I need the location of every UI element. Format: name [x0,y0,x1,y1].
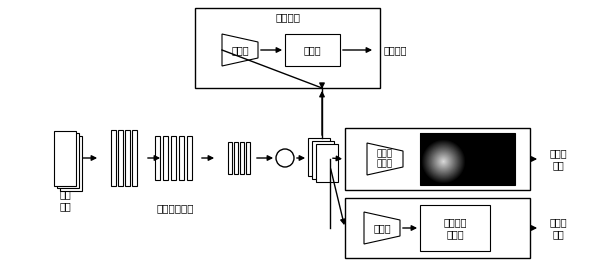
Text: ⊗: ⊗ [280,152,290,164]
FancyBboxPatch shape [228,142,232,174]
Text: 域判别: 域判别 [231,45,249,55]
Polygon shape [222,34,258,66]
FancyBboxPatch shape [132,130,137,186]
FancyBboxPatch shape [345,198,530,258]
Text: 数据域: 数据域 [304,45,321,55]
Circle shape [276,149,294,167]
Polygon shape [367,143,403,175]
Text: 分类器: 分类器 [373,223,391,233]
Text: 图像
样本: 图像 样本 [59,189,71,211]
FancyBboxPatch shape [420,133,515,185]
FancyBboxPatch shape [171,136,176,180]
FancyBboxPatch shape [57,133,79,188]
FancyBboxPatch shape [125,130,130,186]
Text: 深度估
计网络: 深度估 计网络 [377,149,393,169]
FancyBboxPatch shape [308,138,330,176]
FancyBboxPatch shape [285,34,340,66]
Text: 分类损
失值: 分类损 失值 [549,217,567,239]
Text: 特征提取网络: 特征提取网络 [156,203,194,213]
FancyBboxPatch shape [179,136,184,180]
FancyBboxPatch shape [246,142,250,174]
Text: 域判别器: 域判别器 [275,12,300,22]
Text: 深度损
失值: 深度损 失值 [549,148,567,170]
FancyBboxPatch shape [118,130,123,186]
FancyBboxPatch shape [234,142,238,174]
FancyBboxPatch shape [195,8,380,88]
FancyBboxPatch shape [420,205,490,251]
FancyBboxPatch shape [60,135,82,190]
FancyBboxPatch shape [111,130,116,186]
FancyBboxPatch shape [155,136,160,180]
Polygon shape [364,212,400,244]
FancyBboxPatch shape [163,136,168,180]
Text: 是否为活
体图像: 是否为活 体图像 [443,217,466,239]
FancyBboxPatch shape [316,144,338,182]
FancyBboxPatch shape [345,128,530,190]
FancyBboxPatch shape [187,136,192,180]
Text: 域损失值: 域损失值 [383,45,407,55]
FancyBboxPatch shape [240,142,244,174]
FancyBboxPatch shape [54,131,76,185]
FancyBboxPatch shape [312,141,334,179]
